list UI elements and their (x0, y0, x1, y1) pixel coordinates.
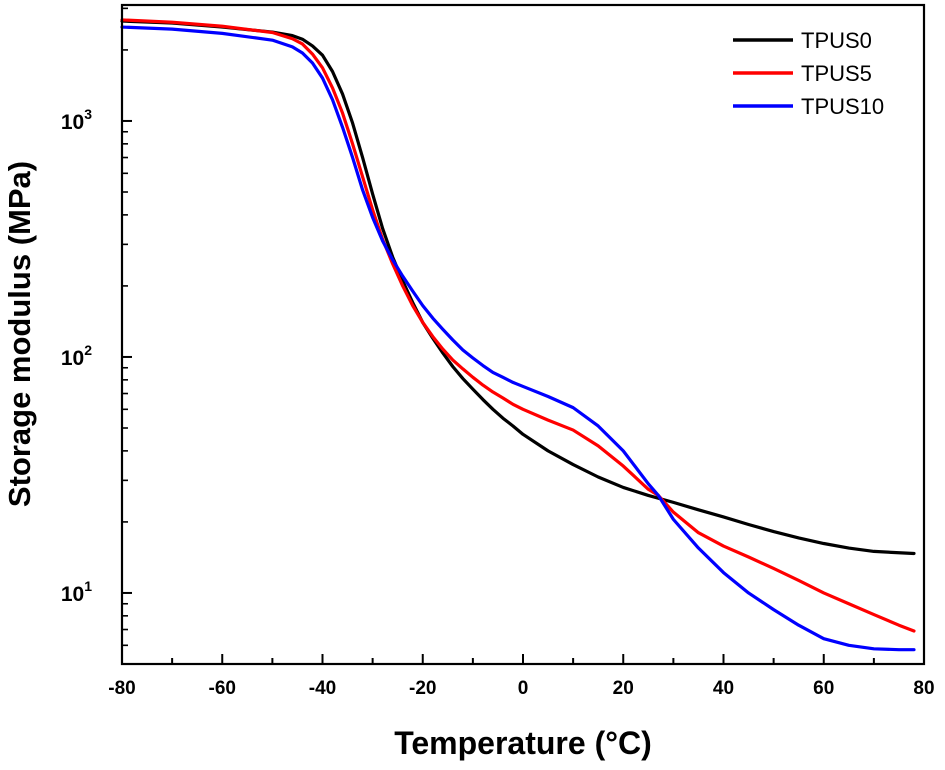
x-axis-ticks: -80 -60 -40 -20 0 20 40 60 80 (108, 654, 935, 699)
x-tick-label: -20 (409, 678, 436, 699)
legend-label-tpus10: TPUS10 (801, 94, 884, 119)
x-tick-label: 80 (913, 678, 934, 699)
series-line-tpus0 (120, 19, 916, 556)
x-tick-label: -40 (309, 678, 336, 699)
series-line-tpus10 (120, 25, 916, 652)
x-tick-label: 40 (713, 678, 734, 699)
y-tick-label: 102 (61, 342, 92, 370)
legend-label-tpus0: TPUS0 (801, 28, 872, 53)
x-tick-label: 20 (613, 678, 634, 699)
legend: TPUS0 TPUS5 TPUS10 (733, 28, 884, 119)
x-tick-label: -60 (209, 678, 236, 699)
series-line-tpus5 (120, 18, 916, 633)
x-tick-label: 0 (518, 678, 529, 699)
y-tick-label: 101 (61, 578, 92, 606)
legend-label-tpus5: TPUS5 (801, 61, 872, 86)
y-axis-title: Storage modulus (MPa) (2, 161, 37, 507)
y-tick-label: 103 (61, 106, 92, 134)
x-axis-title: Temperature (°C) (394, 725, 652, 761)
y-axis-ticks: 101 102 103 (61, 7, 132, 665)
x-tick-label: -80 (108, 678, 135, 699)
plot-lines (120, 18, 916, 652)
x-tick-label: 60 (813, 678, 834, 699)
